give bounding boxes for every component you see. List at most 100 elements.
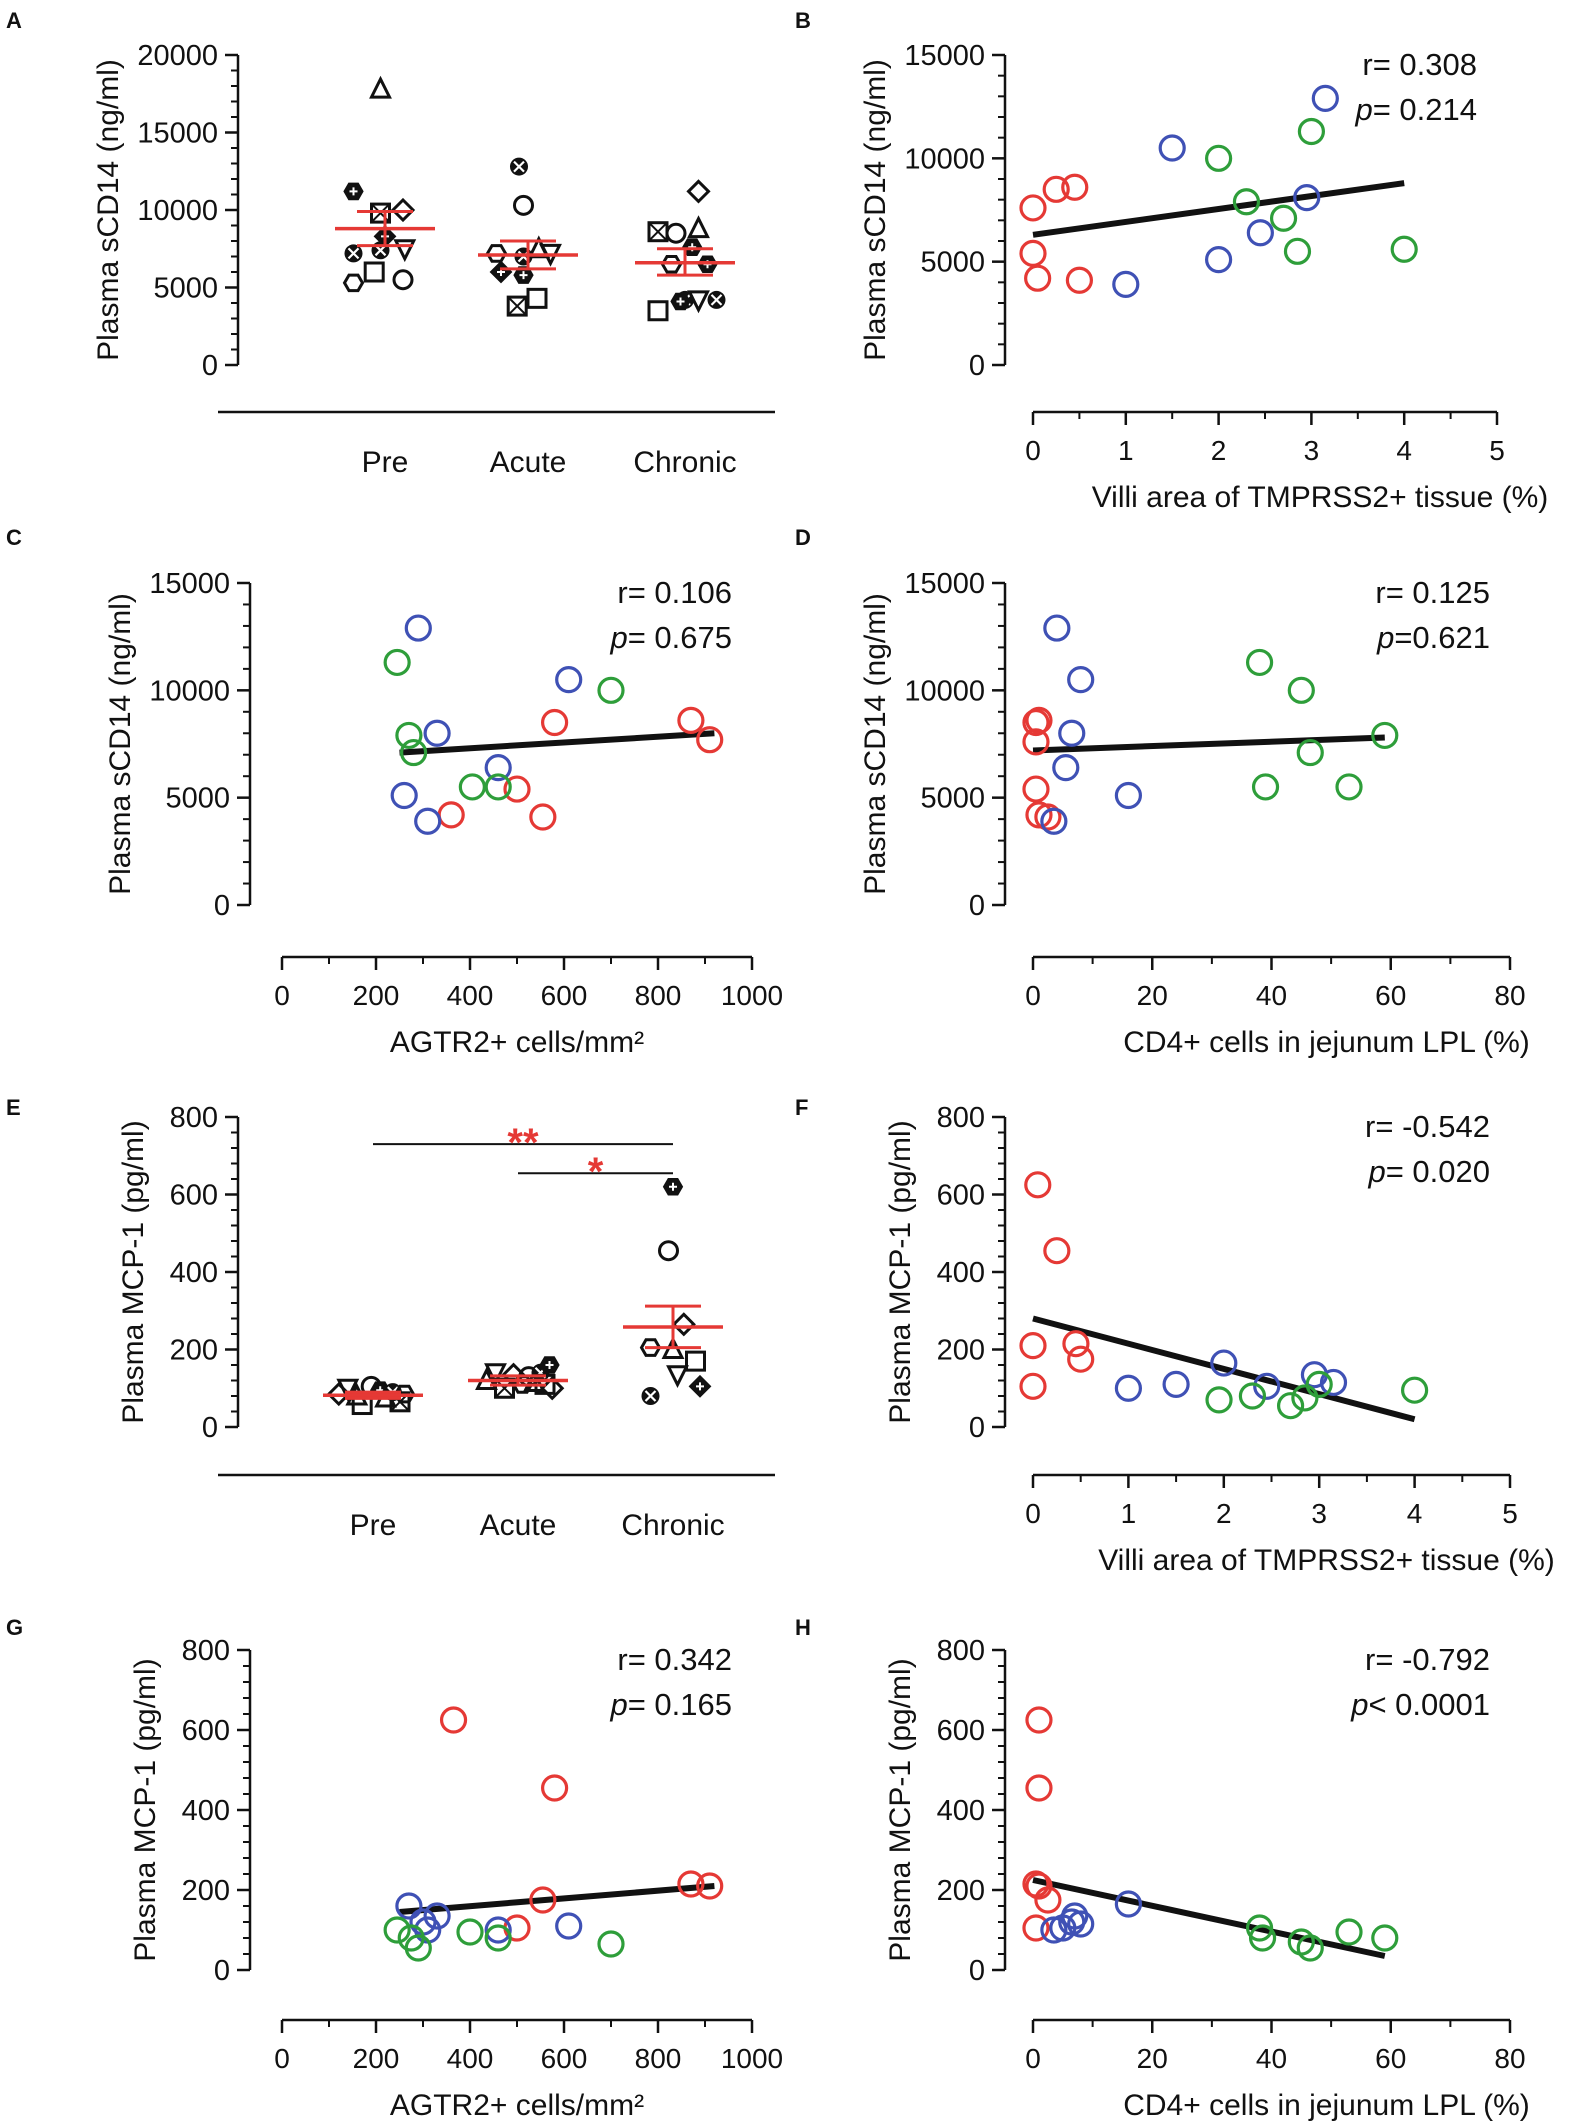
significance-label: * [588, 1150, 604, 1194]
x-category-label: Chronic [633, 446, 736, 479]
data-point-red [677, 1870, 705, 1898]
x-tick-label: 0 [274, 980, 290, 1011]
x-tick-label: 0 [1025, 2043, 1041, 2074]
data-point-green [1335, 773, 1363, 801]
y-axis-label: Plasma MCP-1 (pg/ml) [117, 1120, 150, 1423]
x-tick-label: 800 [635, 2043, 682, 2074]
data-point [671, 1312, 696, 1337]
x-tick-label: 20 [1137, 2043, 1168, 2074]
stat-r: r= 0.125 [1375, 575, 1490, 610]
data-point-blue [555, 1912, 583, 1940]
regression-line [399, 730, 715, 756]
data-point-red [1024, 264, 1052, 292]
x-tick-label: 60 [1375, 2043, 1406, 2074]
data-point-green [1400, 1376, 1429, 1404]
data-point-blue [423, 1902, 451, 1930]
x-tick-label: 1000 [721, 2043, 783, 2074]
data-point-blue [1210, 1349, 1238, 1377]
regression-line [1032, 1315, 1416, 1423]
y-axis-label: Plasma MCP-1 (pg/ml) [884, 1658, 917, 1961]
data-point [510, 157, 528, 176]
data-point-blue [1158, 134, 1186, 162]
x-tick-label: 600 [541, 980, 588, 1011]
data-point [527, 235, 551, 259]
x-category-label: Acute [490, 446, 567, 479]
stat-r: r= -0.542 [1365, 1109, 1490, 1144]
panel-letter: F [795, 1095, 808, 1120]
y-tick-label: 600 [182, 1715, 230, 1747]
data-point [343, 182, 364, 201]
data-point-blue [1204, 246, 1233, 274]
data-point-blue [1311, 84, 1339, 113]
x-tick-label: 4 [1396, 435, 1412, 466]
panel-f: F 0 200 400 600 800 Plasma MCP-1 (pg/ml) 0 1 2 3 4 5… [795, 1095, 1555, 1577]
x-tick-label: 200 [353, 2043, 400, 2074]
x-tick-label: 2 [1216, 1498, 1232, 1529]
data-point [393, 239, 417, 263]
panel-b: B 0 5000 10000 15000 Plasma sCD14 (ng/ml) 0 1 2 3… [795, 8, 1548, 514]
data-point-blue [1052, 754, 1080, 782]
data-point-green [1238, 1382, 1267, 1410]
data-point-green [1204, 144, 1233, 172]
data-point-red [1019, 1372, 1047, 1400]
data-point [666, 1365, 689, 1389]
y-tick-label: 15000 [149, 568, 230, 600]
data-point-blue [1246, 219, 1274, 247]
data-point [342, 273, 365, 293]
data-point-red [503, 775, 531, 803]
x-category-label: Acute [480, 1509, 557, 1542]
regression-line [1032, 1877, 1386, 1959]
data-point-red [439, 1706, 468, 1734]
data-point-blue [1114, 1374, 1143, 1402]
data-point [707, 290, 726, 309]
data-point-blue [484, 754, 512, 782]
data-point [647, 300, 669, 322]
data-point-red [1025, 1706, 1053, 1734]
data-point-green [1248, 1924, 1277, 1952]
data-point-blue [1061, 1902, 1089, 1930]
y-tick-label: 600 [170, 1180, 218, 1212]
stat-r: r= 0.342 [617, 1642, 732, 1677]
y-tick-label: 15000 [904, 40, 985, 72]
data-point-blue [1162, 1370, 1190, 1398]
y-tick-label: 0 [969, 1412, 985, 1444]
stat-p: p< 0.0001 [1350, 1687, 1490, 1722]
regression-line [1032, 180, 1405, 238]
x-tick-label: 800 [635, 980, 682, 1011]
data-point-red [696, 1872, 724, 1900]
y-axis-label: Plasma sCD14 (ng/ml) [92, 59, 125, 361]
data-point-red [540, 708, 569, 737]
data-point-green [383, 648, 411, 677]
data-point-green [383, 1916, 411, 1944]
data-point-red [1061, 173, 1089, 201]
stat-p: p= 0.020 [1367, 1154, 1490, 1189]
data-point [344, 244, 363, 263]
data-point-blue [423, 719, 451, 747]
panel-letter: D [795, 525, 811, 550]
panel-letter: C [6, 525, 22, 550]
x-tick-label: 0 [1025, 1498, 1041, 1529]
y-tick-label: 20000 [137, 40, 218, 72]
data-point-green [1371, 1924, 1399, 1952]
panel-c: C 0 5000 10000 15000 Plasma sCD14 (ng/ml) 0 200… [6, 525, 783, 1059]
data-point-blue [1067, 665, 1095, 694]
y-tick-label: 0 [969, 350, 985, 382]
y-tick-label: 0 [214, 890, 230, 922]
data-point [686, 179, 711, 204]
data-point-red [677, 706, 705, 734]
x-tick-label: 80 [1494, 2043, 1525, 2074]
x-tick-label: 80 [1494, 980, 1525, 1011]
x-tick-label: 1 [1121, 1498, 1137, 1529]
y-tick-label: 200 [937, 1875, 985, 1907]
x-category-label: Chronic [621, 1509, 724, 1542]
data-point-red [1025, 1774, 1053, 1802]
panel-d: D 0 5000 10000 15000 Plasma sCD14 (ng/ml) 0 20 4… [795, 525, 1530, 1059]
data-point-red [1034, 1886, 1062, 1914]
data-point [370, 202, 391, 224]
data-point [484, 1363, 507, 1387]
data-point [658, 1240, 679, 1262]
y-tick-label: 5000 [165, 783, 230, 815]
x-tick-label: 2 [1211, 435, 1227, 466]
data-point-red [1062, 1330, 1090, 1358]
